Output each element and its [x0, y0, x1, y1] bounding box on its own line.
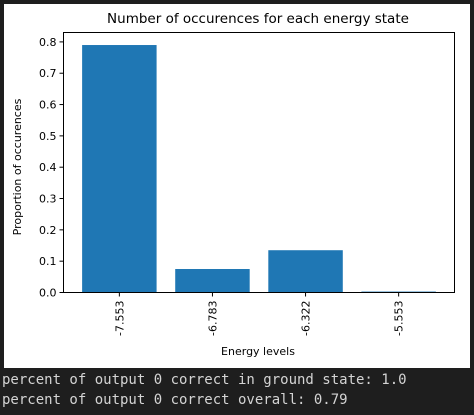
bar-1	[175, 269, 250, 293]
y-axis-label: Proportion of occurences	[11, 98, 24, 235]
x-tick-label-1: -6.783	[206, 301, 219, 336]
x-tick-label-0: -7.553	[113, 301, 126, 336]
y-ticks-group: 0.0 0.1 0.2 0.3 0.4 0.5 0.6 0.7 0.8	[39, 36, 64, 300]
bar-chart: Number of occurences for each energy sta…	[11, 11, 455, 358]
y-tick-label-4: 0.4	[39, 161, 57, 174]
y-tick-label-3: 0.3	[39, 193, 57, 206]
x-tick-label-3: -5.553	[393, 301, 406, 336]
chart-title: Number of occurences for each energy sta…	[107, 11, 409, 27]
x-tick-label-2: -6.322	[300, 301, 313, 336]
y-tick-label-1: 0.1	[39, 255, 57, 268]
y-tick-label-0: 0.0	[39, 287, 57, 300]
x-axis-label: Energy levels	[221, 345, 295, 358]
plot-frame	[63, 32, 455, 293]
y-tick-label-2: 0.2	[39, 224, 57, 237]
y-tick-label-6: 0.6	[39, 99, 57, 112]
y-tick-label-7: 0.7	[39, 67, 57, 80]
output-line-ground-state: percent of output 0 correct in ground st…	[2, 372, 407, 388]
x-ticks-group: -7.553 -6.783 -6.322 -5.553	[113, 292, 406, 336]
bars-group	[82, 45, 436, 293]
y-tick-label-8: 0.8	[39, 36, 57, 49]
cell-output: percent of output 0 correct in ground st…	[0, 370, 474, 415]
plot-panel: Number of occurences for each energy sta…	[4, 4, 470, 368]
y-tick-label-5: 0.5	[39, 130, 57, 143]
bar-0	[82, 45, 157, 293]
output-line-overall: percent of output 0 correct overall: 0.7…	[2, 392, 348, 408]
bar-2	[268, 250, 343, 293]
